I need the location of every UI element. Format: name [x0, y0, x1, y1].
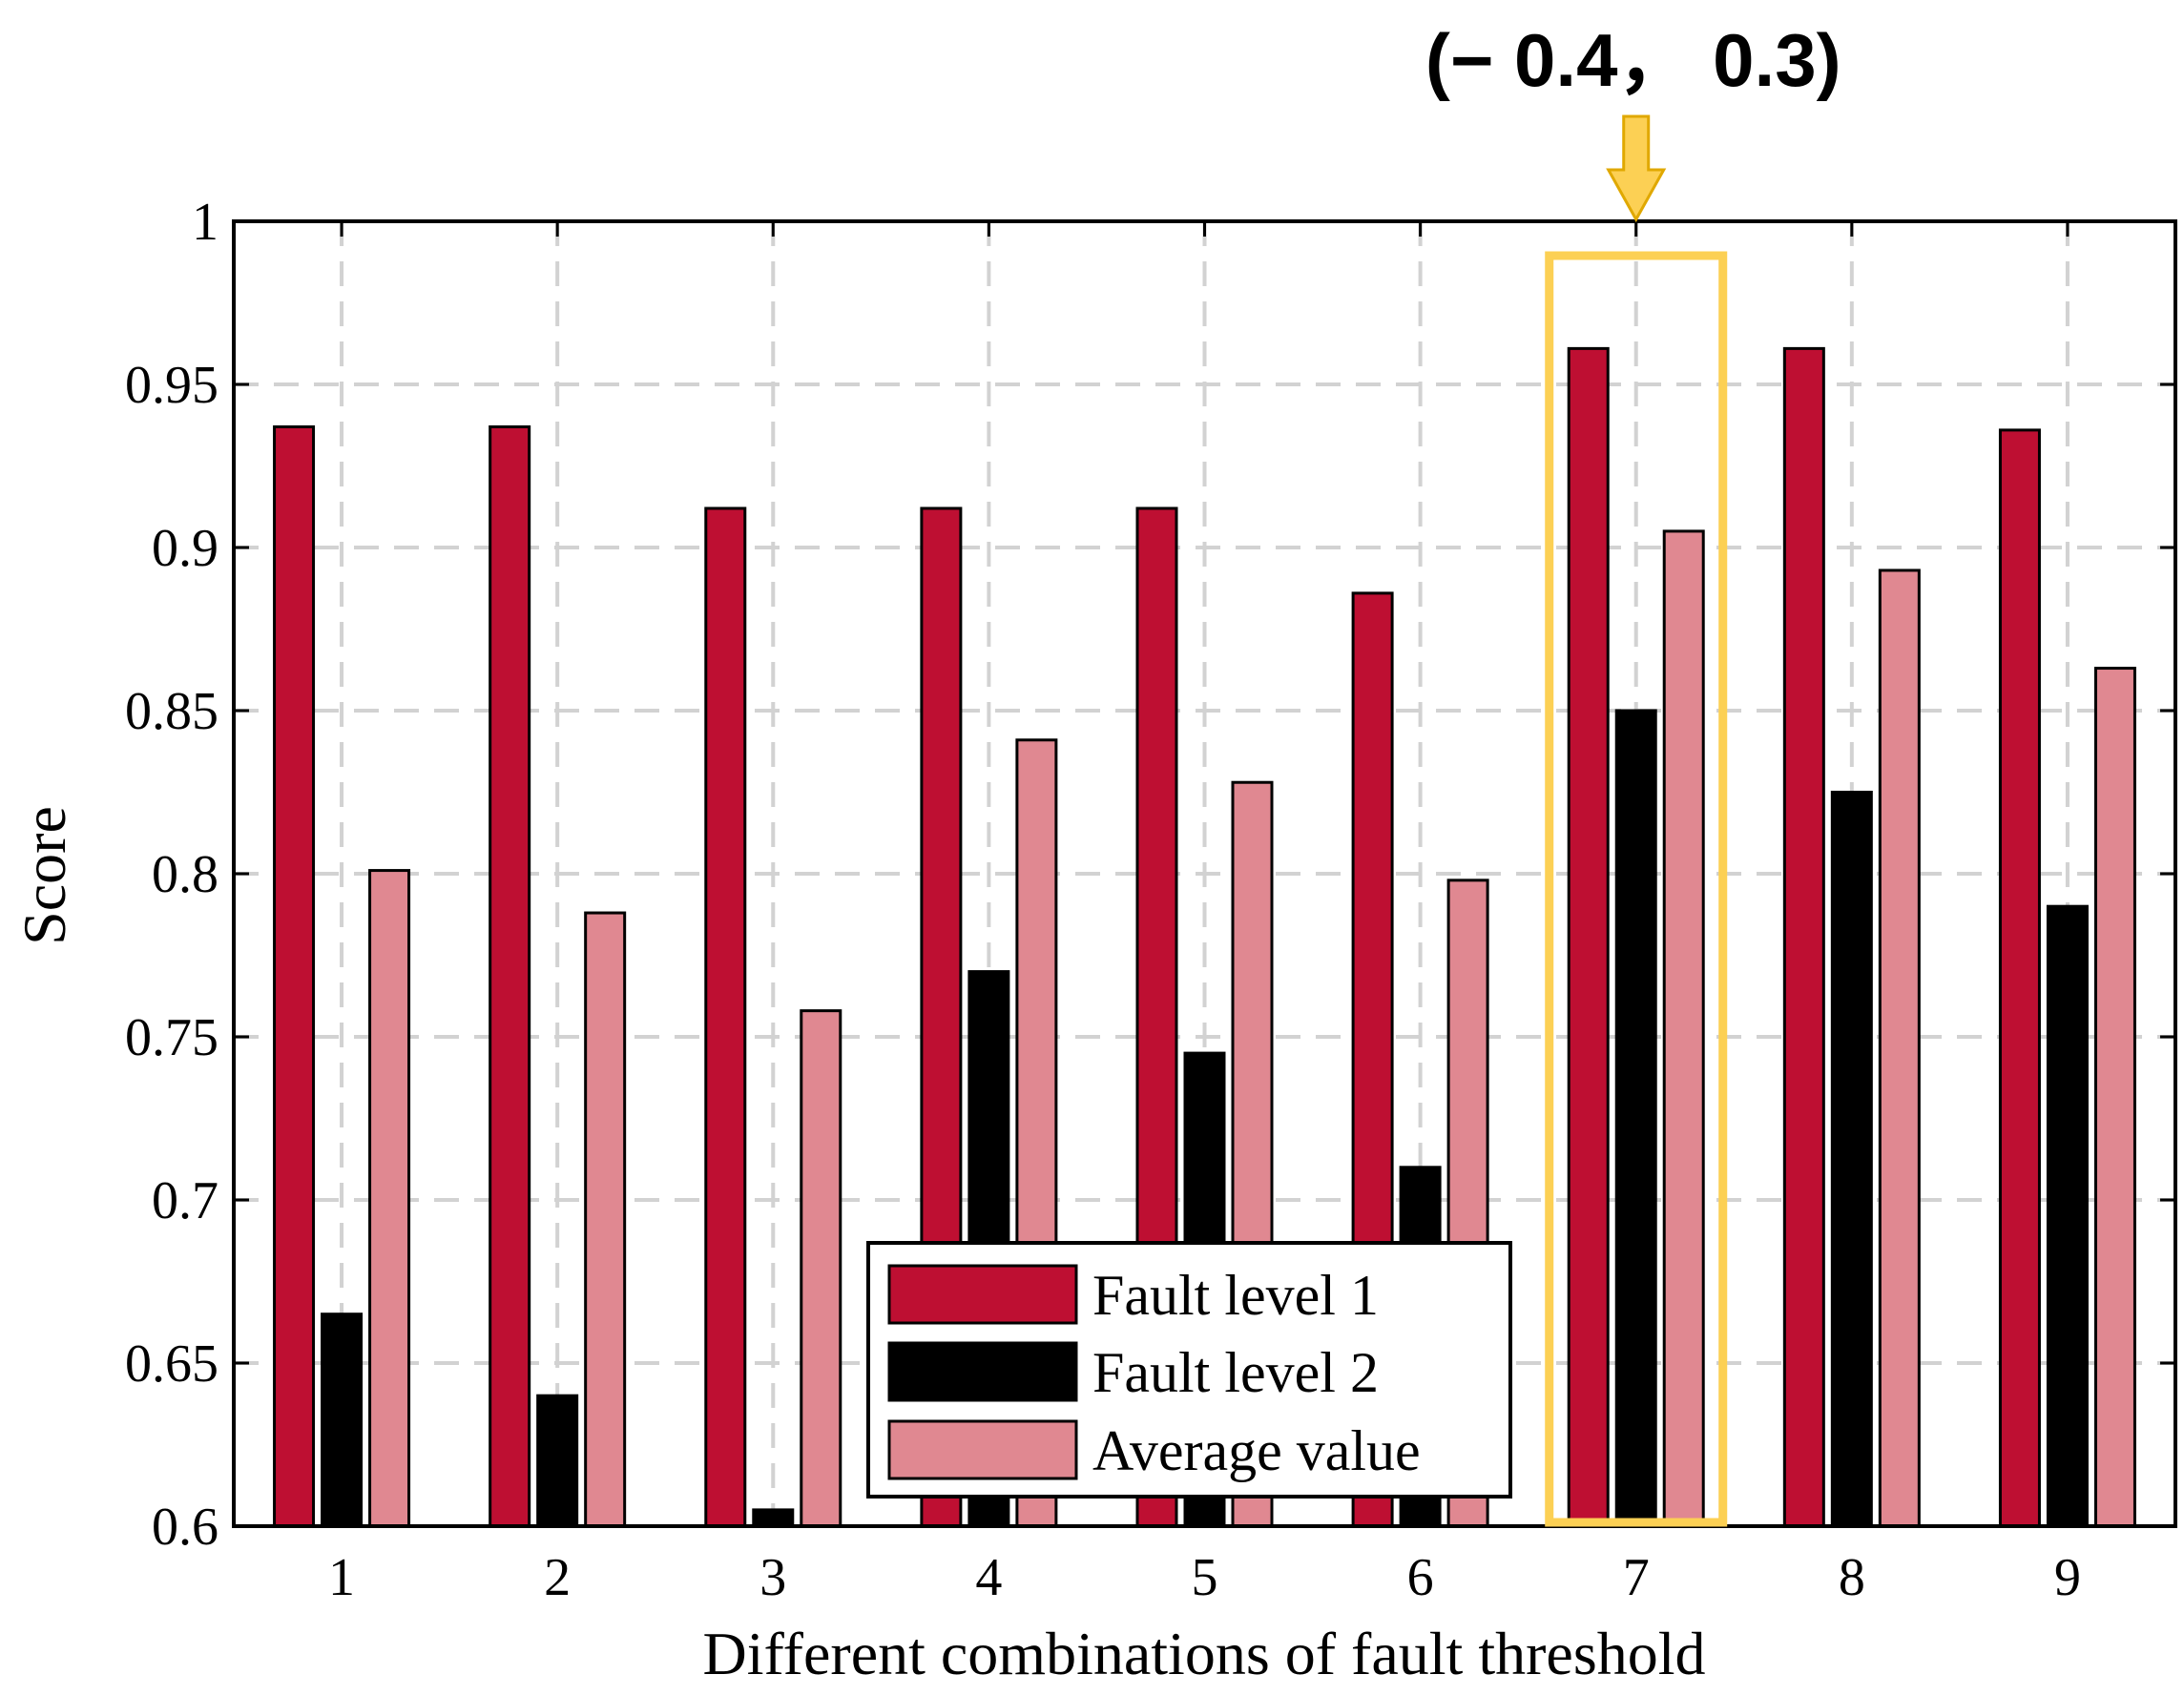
bar-average-value: [368, 869, 411, 1528]
legend-swatch: [887, 1264, 1078, 1325]
x-tick-label: 9: [2054, 1548, 2081, 1607]
y-tick-label: 0.9: [152, 519, 218, 578]
legend-label: Fault level 1: [1092, 1264, 1379, 1327]
x-tick-label: 8: [1839, 1548, 1865, 1607]
y-tick-label: 0.95: [125, 356, 218, 415]
bar-fault-level-1: [273, 424, 316, 1528]
bar-average-value: [584, 911, 627, 1528]
bar-fault-level-1: [704, 506, 747, 1528]
legend-label: Average value: [1092, 1419, 1421, 1482]
y-tick-label: 0.85: [125, 682, 218, 741]
bar-fault-level-1: [489, 424, 531, 1528]
y-tick-label: 1: [192, 193, 218, 252]
x-axis-label: Different combinations of fault threshol…: [703, 1620, 1706, 1687]
legend-swatch: [887, 1419, 1078, 1480]
x-tick-label: 5: [1192, 1548, 1218, 1607]
bar-average-value: [1662, 529, 1705, 1528]
bar-fault-level-2: [321, 1313, 364, 1528]
x-tick-label: 7: [1623, 1548, 1650, 1607]
bar-fault-level-2: [1614, 709, 1657, 1528]
y-tick-label: 0.75: [125, 1008, 218, 1067]
legend: Fault level 1 Fault level 2 Average value: [866, 1241, 1512, 1499]
y-tick-label: 0.8: [152, 845, 218, 904]
axis-ticks: 0.6 0.65 0.7 0.75 0.8 0.85 0.9 0.95 1 1 2 3 4 5 6 7 8 9: [125, 193, 2175, 1607]
x-tick-label: 1: [328, 1548, 355, 1607]
x-tick-label: 2: [544, 1548, 571, 1607]
bars: [273, 346, 2136, 1528]
bar-fault-level-1: [1782, 346, 1825, 1528]
bar-fault-level-2: [536, 1394, 579, 1528]
highlight-label: (− 0.4， 0.3): [1425, 18, 1841, 102]
x-tick-label: 3: [759, 1548, 786, 1607]
bar-fault-level-1: [1998, 428, 2041, 1528]
legend-label: Fault level 2: [1092, 1341, 1379, 1404]
bar-fault-level-1: [1567, 346, 1610, 1528]
x-tick-label: 4: [975, 1548, 1002, 1607]
x-tick-label: 6: [1407, 1548, 1434, 1607]
highlight-box: [1545, 251, 1728, 1527]
y-tick-label: 0.6: [152, 1498, 218, 1557]
bar-fault-level-2: [1830, 791, 1873, 1528]
bar-average-value: [1878, 568, 1921, 1528]
y-tick-label: 0.65: [125, 1334, 218, 1394]
bar-average-value: [2093, 667, 2136, 1528]
bar-fault-level-2: [2046, 904, 2089, 1528]
down-arrow-icon: [1606, 114, 1667, 223]
legend-swatch: [887, 1341, 1078, 1402]
y-tick-label: 0.7: [152, 1171, 218, 1230]
highlight-annotation: (− 0.4， 0.3): [1425, 18, 1841, 1527]
y-axis-label: Score: [10, 806, 78, 945]
bar-average-value: [800, 1009, 842, 1528]
